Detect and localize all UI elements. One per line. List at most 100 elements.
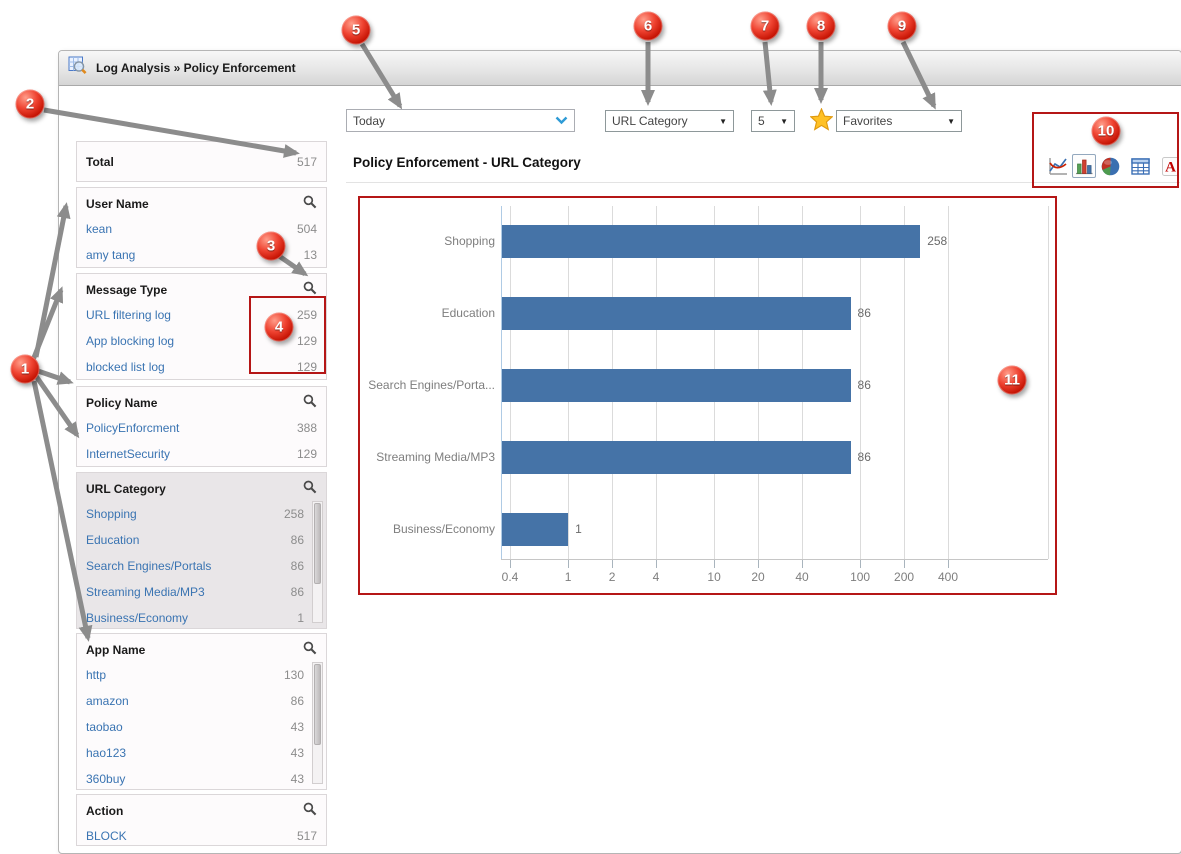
- bar-value-label: 86: [857, 378, 871, 392]
- facet-link[interactable]: hao123: [86, 746, 127, 760]
- line-chart-icon[interactable]: [1047, 155, 1069, 177]
- search-icon[interactable]: [303, 394, 317, 411]
- bar[interactable]: [502, 441, 851, 474]
- facet-row: Education 86: [77, 527, 326, 553]
- scrollbar[interactable]: [312, 662, 323, 784]
- x-tick-label: 1: [564, 570, 572, 584]
- bar[interactable]: [502, 513, 569, 546]
- x-tick-label: 200: [894, 570, 915, 584]
- facet-link[interactable]: URL filtering log: [86, 308, 171, 322]
- facet-title: URL Category: [86, 481, 166, 496]
- gridline: [948, 206, 949, 559]
- facet-section-action: Action BLOCK 517: [76, 794, 327, 846]
- search-icon[interactable]: [303, 281, 317, 298]
- facet-value: 129: [296, 334, 317, 348]
- facet-row: Search Engines/Portals 86: [77, 553, 326, 579]
- callout-badge-2: 2: [15, 89, 45, 119]
- facet-section-message-type: Message Type URL filtering log 259 App bloc…: [76, 273, 327, 380]
- facet-row: http 130: [77, 662, 326, 688]
- facet-link[interactable]: Education: [86, 533, 140, 547]
- facet-header: App Name: [77, 634, 326, 662]
- favorites-dropdown[interactable]: Favorites ▼: [836, 110, 962, 132]
- facet-value: 130: [283, 668, 304, 682]
- bar[interactable]: [502, 225, 921, 258]
- titlebar: Log Analysis » Policy Enforcement: [59, 51, 1181, 86]
- x-tick-mark: [714, 560, 716, 568]
- facet-row: kean 504: [77, 216, 326, 242]
- bar-chart-icon[interactable]: [1072, 154, 1096, 178]
- time-range-value: Today: [353, 113, 386, 128]
- facet-link[interactable]: blocked list log: [86, 360, 165, 374]
- facet-link[interactable]: InternetSecurity: [86, 447, 171, 461]
- facet-link[interactable]: Shopping: [86, 507, 137, 521]
- pie-chart-icon[interactable]: [1099, 155, 1121, 177]
- facet-title: Policy Name: [86, 395, 158, 410]
- facet-section-app-name: App Name http 130 amazon 86 taobao 43 hao123 43 3…: [76, 633, 327, 790]
- favorite-star-icon[interactable]: [809, 107, 834, 136]
- caret-down-icon: ▼: [780, 116, 788, 126]
- facet-link[interactable]: PolicyEnforcment: [86, 421, 180, 435]
- facet-link[interactable]: taobao: [86, 720, 123, 734]
- facet-link[interactable]: Business/Economy: [86, 611, 189, 625]
- facet-section-policy-name: Policy Name PolicyEnforcment 388 InternetSe…: [76, 386, 327, 467]
- x-tick-label: 4: [652, 570, 660, 584]
- facet-link[interactable]: amy tang: [86, 248, 136, 262]
- scrollbar-thumb[interactable]: [314, 503, 321, 585]
- x-tick-label: 40: [795, 570, 809, 584]
- bar-category-label: Education: [441, 306, 495, 320]
- bar-category-label: Business/Economy: [392, 522, 495, 536]
- callout-badge-9: 9: [887, 11, 917, 41]
- callout-badge-6: 6: [633, 11, 663, 41]
- callout-badge-10: 10: [1091, 116, 1121, 146]
- facet-link[interactable]: Streaming Media/MP3: [86, 585, 205, 599]
- time-range-dropdown[interactable]: Today: [346, 109, 575, 132]
- facet-value: 517: [296, 829, 317, 843]
- gridline: [860, 206, 862, 559]
- facet-value: 86: [290, 533, 304, 547]
- chart-type-toolbar: A: [1047, 154, 1181, 178]
- total-value: 517: [296, 154, 317, 169]
- x-tick-label: 0.4: [501, 570, 519, 584]
- bar-value-label: 258: [927, 234, 948, 248]
- facet-row: Business/Economy 1: [77, 605, 326, 631]
- search-icon[interactable]: [303, 480, 317, 497]
- callout-badge-7: 7: [750, 11, 780, 41]
- x-tick-mark: [948, 560, 949, 568]
- y-axis-line: [501, 206, 502, 560]
- caret-down-icon: ▼: [719, 116, 727, 126]
- facet-row: amazon 86: [77, 688, 326, 714]
- facet-link[interactable]: kean: [86, 222, 113, 236]
- bar[interactable]: [502, 369, 851, 402]
- search-icon[interactable]: [303, 195, 317, 212]
- bar-value-label: 86: [857, 450, 871, 464]
- search-icon[interactable]: [303, 802, 317, 819]
- scrollbar[interactable]: [312, 501, 323, 623]
- callout-badge-3: 3: [256, 231, 286, 261]
- x-tick-label: 2: [608, 570, 616, 584]
- facet-value: 43: [290, 720, 304, 734]
- log-analysis-icon: [68, 56, 87, 80]
- facet-link[interactable]: Search Engines/Portals: [86, 559, 212, 573]
- facet-link[interactable]: http: [86, 668, 107, 682]
- favorites-value: Favorites: [843, 114, 893, 128]
- facet-link[interactable]: amazon: [86, 694, 129, 708]
- bar[interactable]: [502, 297, 851, 330]
- svg-text:A: A: [1165, 159, 1176, 175]
- facet-link[interactable]: App blocking log: [86, 334, 175, 348]
- x-tick-mark: [568, 560, 570, 568]
- facet-row: amy tang 13: [77, 242, 326, 268]
- search-icon[interactable]: [303, 641, 317, 658]
- bar-category-label: Streaming Media/MP3: [376, 450, 495, 464]
- table-view-icon[interactable]: [1129, 155, 1151, 177]
- pdf-export-icon[interactable]: A: [1159, 155, 1181, 177]
- facet-link[interactable]: BLOCK: [86, 829, 127, 843]
- category-dropdown[interactable]: URL Category ▼: [605, 110, 734, 132]
- facet-link[interactable]: 360buy: [86, 772, 126, 786]
- callout-badge-1: 1: [10, 354, 40, 384]
- x-tick-mark: [510, 560, 511, 568]
- facet-value: 43: [290, 772, 304, 786]
- facet-header: User Name: [77, 188, 326, 216]
- top-n-dropdown[interactable]: 5 ▼: [751, 110, 795, 132]
- caret-down-icon: ▼: [947, 116, 955, 126]
- scrollbar-thumb[interactable]: [314, 664, 321, 746]
